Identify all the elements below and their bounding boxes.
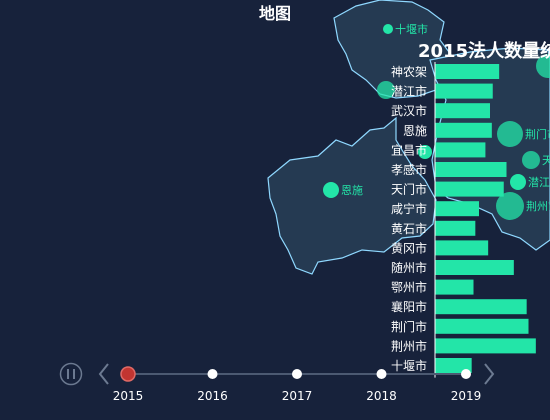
- pause-icon: [59, 362, 83, 386]
- bar-2[interactable]: [435, 103, 490, 119]
- category-label: 襄阳市: [391, 299, 427, 314]
- city-marker[interactable]: [323, 182, 339, 198]
- play-pause-button[interactable]: [59, 362, 83, 386]
- bar-14[interactable]: [435, 338, 536, 354]
- bar-6[interactable]: [435, 181, 504, 197]
- category-label: 武汉市: [391, 103, 427, 118]
- city-marker[interactable]: [383, 24, 393, 34]
- prev-year-button[interactable]: [98, 363, 109, 385]
- bar-5[interactable]: [435, 162, 507, 177]
- category-label: 鄂州市: [391, 280, 427, 295]
- bar-3[interactable]: [435, 122, 492, 138]
- city-label: 荆门市: [525, 127, 550, 141]
- bar-15[interactable]: [435, 358, 472, 373]
- timeline: 2015 2016 2017 2018 2019: [59, 362, 495, 403]
- city-marker[interactable]: [418, 145, 432, 159]
- map-title: 地图: [259, 4, 291, 23]
- category-label: 孝感市: [391, 162, 427, 177]
- bar-4[interactable]: [435, 142, 486, 158]
- bar-9[interactable]: [435, 240, 489, 256]
- timeline-year-label: 2015: [113, 389, 144, 403]
- city-label: 天: [542, 154, 550, 167]
- city-marker[interactable]: [522, 151, 540, 169]
- map-city-markers: 十堰市恩施荆门市天潜江市荆州市襄阳市: [323, 22, 550, 220]
- timeline-year-label: 2019: [451, 389, 482, 403]
- pause-bar-right: [73, 369, 75, 379]
- category-label: 黄冈市: [391, 240, 427, 255]
- city-label: 恩施: [341, 184, 363, 197]
- city-label: 十堰市: [395, 22, 428, 36]
- category-label: 宜昌市: [391, 142, 427, 157]
- bar-11[interactable]: [435, 279, 474, 295]
- category-label: 黄石市: [391, 221, 427, 236]
- category-label: 潜江市: [391, 84, 427, 99]
- timeline-step[interactable]: [207, 369, 218, 379]
- next-year-button[interactable]: [484, 363, 495, 385]
- bar-12[interactable]: [435, 299, 527, 315]
- city-marker[interactable]: [496, 192, 524, 220]
- timeline-steps: 2015 2016 2017 2018 2019: [113, 366, 482, 403]
- category-label: 恩施: [403, 124, 427, 138]
- bar-series: 神农架潜江市武汉市恩施宜昌市孝感市天门市咸宁市黄石市黄冈市随州市鄂州市襄阳市荆门…: [391, 64, 536, 373]
- timeline-step[interactable]: [461, 369, 471, 379]
- bar-8[interactable]: [435, 220, 476, 236]
- city-marker[interactable]: [497, 121, 523, 147]
- bar-1[interactable]: [435, 83, 493, 99]
- timeline-step[interactable]: [376, 369, 387, 379]
- category-label: 荆州市: [391, 338, 427, 353]
- category-label: 随州市: [391, 260, 427, 275]
- pause-bar-left: [67, 369, 69, 379]
- timeline-year-label: 2018: [366, 389, 397, 403]
- bar-0[interactable]: [435, 64, 500, 79]
- bar-13[interactable]: [435, 318, 529, 334]
- timeline-year-label: 2016: [197, 389, 228, 403]
- timeline-step[interactable]: [120, 366, 136, 382]
- timeline-year-label: 2017: [282, 389, 313, 403]
- bar-10[interactable]: [435, 260, 514, 275]
- timeline-step[interactable]: [292, 369, 302, 379]
- city-marker[interactable]: [536, 54, 550, 78]
- category-label: 神农架: [391, 65, 427, 79]
- category-label: 天门市: [391, 182, 427, 197]
- map-region-west: [267, 116, 437, 275]
- city-label: 荆州市: [526, 199, 550, 213]
- category-label: 十堰市: [391, 358, 427, 373]
- city-marker[interactable]: [377, 81, 395, 99]
- city-label: 潜江市: [528, 175, 550, 189]
- category-label: 咸宁市: [391, 201, 427, 216]
- chart-title: 2015法人数量统计: [418, 40, 550, 62]
- category-label: 荆门市: [391, 319, 427, 334]
- bar-7[interactable]: [435, 201, 479, 217]
- city-marker[interactable]: [510, 174, 526, 190]
